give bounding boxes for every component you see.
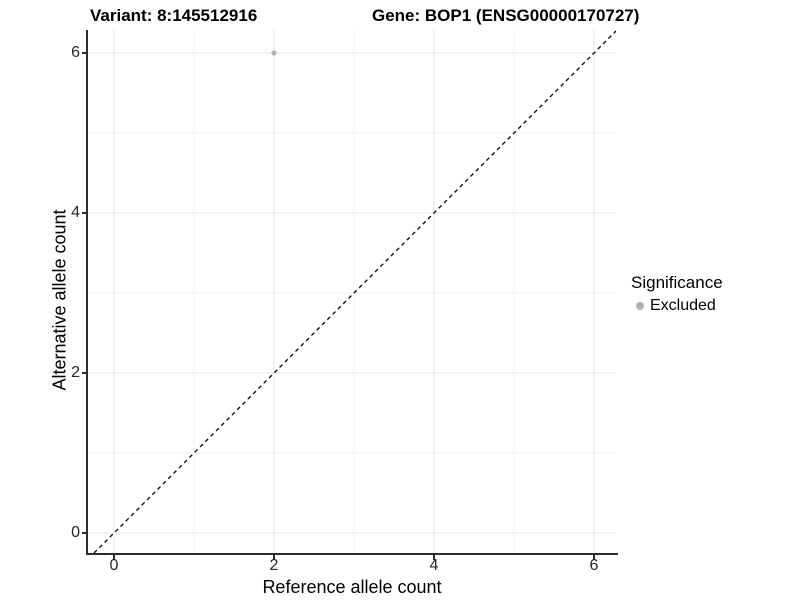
y-tick-mark [82, 52, 87, 54]
x-tick-mark [113, 555, 115, 560]
x-tick-label: 6 [589, 557, 599, 574]
x-tick-label: 4 [429, 557, 439, 574]
data-point [271, 50, 277, 56]
y-tick-label: 4 [71, 204, 80, 221]
x-tick-mark [273, 555, 275, 560]
legend-entry-label: Excluded [650, 297, 716, 314]
y-tick-label: 2 [71, 364, 80, 381]
y-tick-mark [82, 532, 87, 534]
plot-title-variant: Variant: 8:145512916 [90, 6, 258, 25]
plot-title-gene: Gene: BOP1 (ENSG00000170727) [372, 6, 640, 25]
y-axis-line [86, 30, 88, 555]
x-tick-mark [593, 555, 595, 560]
x-tick-mark [433, 555, 435, 560]
identity-reference-line [93, 30, 616, 553]
y-tick-mark [82, 372, 87, 374]
x-tick-label: 0 [109, 557, 119, 574]
legend-title: Significance [631, 273, 723, 292]
legend-entry: Excluded [631, 296, 723, 315]
x-axis-line [86, 553, 618, 555]
legend: Significance Excluded [631, 272, 723, 315]
y-tick-label: 6 [71, 44, 80, 61]
x-axis-title: Reference allele count [262, 577, 442, 597]
legend-point-swatch [636, 301, 644, 310]
y-tick-label: 0 [71, 524, 80, 541]
y-tick-mark [82, 212, 87, 214]
x-tick-label: 2 [269, 557, 279, 574]
plot-panel [88, 30, 616, 553]
